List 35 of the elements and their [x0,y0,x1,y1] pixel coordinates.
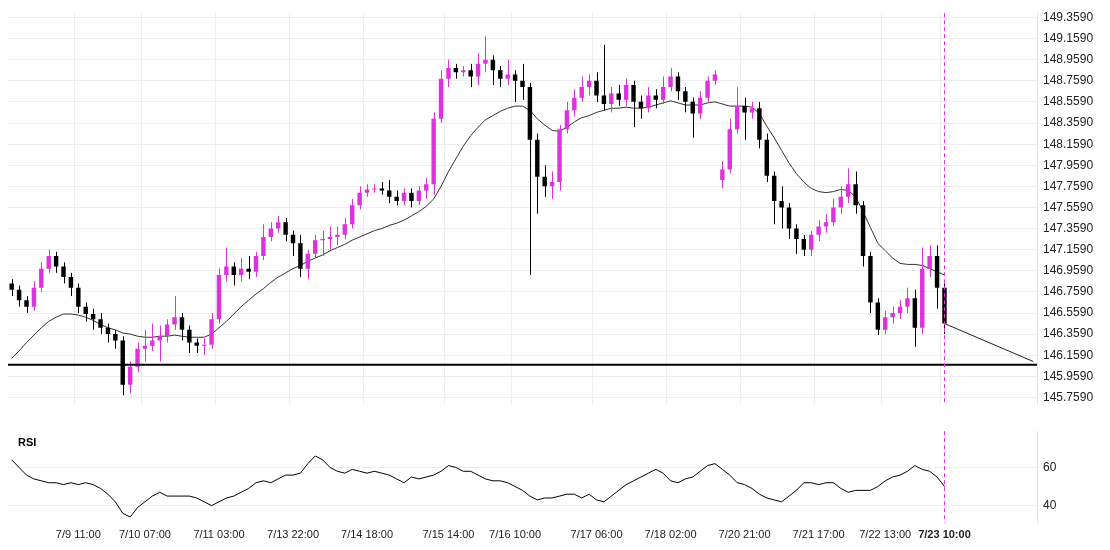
y-tick-label: 146.3590 [1043,326,1094,341]
y-tick-label: 147.9590 [1043,157,1094,172]
x-tick-label: 7/17 06:00 [570,528,623,541]
x-tick-label: 7/15 14:00 [422,528,475,541]
x-tick-label: 7/10 07:00 [118,528,171,541]
x-tick-label: 7/23 10:00 [918,528,971,541]
y-tick-label: 148.5590 [1043,94,1094,109]
y-tick-label: 146.7590 [1043,284,1094,299]
x-tick-label: 7/14 18:00 [341,528,394,541]
x-tick-label: 7/18 02:00 [644,528,697,541]
chart-title: RSI [18,435,37,448]
y-tick-label: 145.7590 [1043,389,1094,404]
x-tick-label: 7/13 22:00 [267,528,320,541]
y-tick-label: 147.3590 [1043,220,1094,235]
y-tick-label: 146.5590 [1043,305,1094,320]
y-tick-label: 40 [1043,497,1057,512]
x-tick-label: 7/22 13:00 [859,528,912,541]
x-tick-label: 7/16 10:00 [489,528,542,541]
x-tick-label: 7/21 17:00 [792,528,845,541]
y-tick-label: 145.9590 [1043,368,1094,383]
x-tick-label: 7/20 21:00 [718,528,771,541]
y-tick-label: 60 [1043,459,1057,474]
y-tick-label: 146.9590 [1043,263,1094,278]
y-tick-label: 148.7590 [1043,73,1094,88]
y-tick-label: 147.5590 [1043,199,1094,214]
y-tick-label: 149.1590 [1043,30,1094,45]
x-tick-label: 7/9 11:00 [55,528,101,541]
y-tick-label: 148.3590 [1043,115,1094,130]
y-tick-label: 149.3590 [1043,9,1094,24]
y-tick-label: 147.7590 [1043,178,1094,193]
y-tick-label: 148.9590 [1043,52,1094,67]
y-tick-label: 147.1590 [1043,242,1094,257]
y-tick-label: 148.1590 [1043,136,1094,151]
x-tick-label: 7/11 03:00 [193,528,245,541]
y-tick-label: 146.1590 [1043,347,1094,362]
